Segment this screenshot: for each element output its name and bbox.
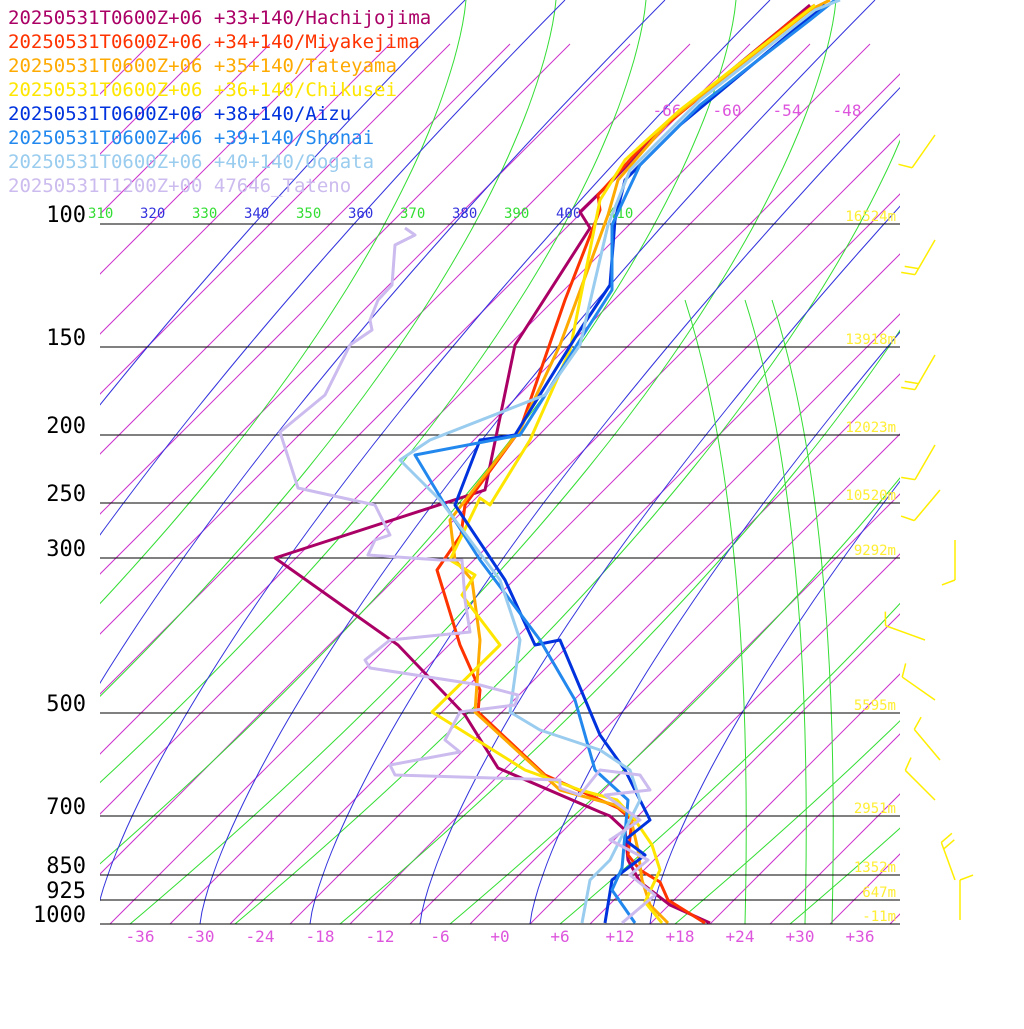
temperature-tick-label: -30 bbox=[186, 927, 215, 946]
isotherm-line bbox=[890, 44, 1024, 924]
height-label: 10520m bbox=[845, 488, 896, 504]
pressure-label: 300 bbox=[46, 537, 86, 562]
temperature-tick-label: +18 bbox=[666, 927, 695, 946]
temperature-tick-label: +6 bbox=[550, 927, 569, 946]
pressure-label: 150 bbox=[46, 326, 86, 351]
height-label: 1352m bbox=[854, 860, 896, 876]
upper-temperature-tick-label: -48 bbox=[833, 101, 862, 120]
wind-barb bbox=[885, 612, 925, 640]
upper-temperature-tick-label: -60 bbox=[713, 101, 742, 120]
height-label: 12023m bbox=[845, 420, 896, 436]
wind-barb bbox=[901, 445, 935, 480]
dry-adiabat-line bbox=[790, 0, 1024, 924]
theta-label: 390 bbox=[504, 206, 529, 222]
wind-barb bbox=[941, 833, 955, 880]
temperature-tick-label: -18 bbox=[306, 927, 335, 946]
isotherm-line bbox=[1010, 44, 1024, 924]
legend-entry: 20250531T0600Z+06 +35+140/Tateyama bbox=[8, 55, 397, 77]
theta-label: 340 bbox=[244, 206, 269, 222]
theta-label: 310 bbox=[88, 206, 113, 222]
dry-adiabat-line bbox=[560, 0, 1024, 924]
height-label: 2951m bbox=[854, 801, 896, 817]
wind-barb bbox=[914, 717, 940, 760]
isotherm-line bbox=[290, 44, 1024, 924]
height-label: 5595m bbox=[854, 698, 896, 714]
moist-adiabat-line bbox=[530, 0, 1024, 924]
sounding-line-7 bbox=[400, 0, 840, 923]
legend-entry: 20250531T0600Z+06 +40+140/Oogata bbox=[8, 151, 374, 173]
wind-barb bbox=[901, 240, 935, 275]
wind-barb bbox=[902, 663, 935, 700]
height-label: -11m bbox=[862, 909, 896, 925]
dry-adiabat-line bbox=[675, 0, 1024, 924]
isotherm-line bbox=[530, 44, 1024, 924]
saturation-line bbox=[772, 300, 833, 924]
wind-barb bbox=[898, 135, 935, 168]
pressure-label: 200 bbox=[46, 414, 86, 439]
isotherm-line bbox=[650, 44, 1024, 924]
legend-entry: 20250531T1200Z+00 47646_Tateno bbox=[8, 175, 351, 197]
legend-entry: 20250531T0600Z+06 +38+140/Aizu bbox=[8, 103, 351, 125]
pressure-label: 1000 bbox=[33, 903, 86, 928]
theta-label: 360 bbox=[348, 206, 373, 222]
temperature-tick-label: +36 bbox=[846, 927, 875, 946]
sounding-line-6 bbox=[415, 0, 835, 923]
isotherm-line bbox=[590, 44, 1024, 924]
temperature-tick-label: +12 bbox=[606, 927, 635, 946]
pressure-label: 250 bbox=[46, 482, 86, 507]
moist-adiabat-line bbox=[650, 0, 1024, 924]
height-label: 16524m bbox=[845, 209, 896, 225]
theta-label: 380 bbox=[452, 206, 477, 222]
upper-temperature-tick-label: -54 bbox=[773, 101, 802, 120]
isotherm-line bbox=[950, 44, 1024, 924]
temperature-tick-label: +24 bbox=[726, 927, 755, 946]
height-label: 13918m bbox=[845, 332, 896, 348]
theta-label: 370 bbox=[400, 206, 425, 222]
legend-entry: 20250531T0600Z+06 +39+140/Shonai bbox=[8, 127, 374, 149]
temperature-tick-label: -24 bbox=[246, 927, 275, 946]
wind-barb bbox=[905, 758, 935, 800]
legend-entry: 20250531T0600Z+06 +36+140/Chikusei bbox=[8, 79, 397, 101]
temperature-tick-label: +30 bbox=[786, 927, 815, 946]
wind-barb bbox=[942, 540, 955, 585]
temperature-tick-label: -12 bbox=[366, 927, 395, 946]
pressure-label: 700 bbox=[46, 795, 86, 820]
saturation-line bbox=[745, 300, 806, 924]
legend-entry: 20250531T0600Z+06 +33+140/Hachijojima bbox=[8, 7, 431, 29]
height-label: 9292m bbox=[854, 543, 896, 559]
height-label: 647m bbox=[862, 885, 896, 901]
wind-barb bbox=[960, 875, 973, 920]
legend-entry: 20250531T0600Z+06 +34+140/Miyakejima bbox=[8, 31, 420, 53]
isotherm-line bbox=[350, 44, 1024, 924]
pressure-label: 100 bbox=[46, 203, 86, 228]
theta-label: 320 bbox=[140, 206, 165, 222]
saturation-line bbox=[685, 300, 746, 924]
sounding-line-3 bbox=[450, 0, 830, 923]
pressure-label: 500 bbox=[46, 692, 86, 717]
pressure-label: 925 bbox=[46, 879, 86, 904]
isotherm-line bbox=[770, 44, 1024, 924]
theta-label: 400 bbox=[556, 206, 581, 222]
wind-barb bbox=[901, 355, 935, 390]
temperature-tick-label: -36 bbox=[126, 927, 155, 946]
theta-label: 350 bbox=[296, 206, 321, 222]
temperature-tick-label: +0 bbox=[490, 927, 509, 946]
pressure-label: 850 bbox=[46, 854, 86, 879]
wind-barb bbox=[901, 490, 940, 521]
isotherm-line bbox=[710, 44, 1024, 924]
temperature-tick-label: -6 bbox=[430, 927, 449, 946]
theta-label: 330 bbox=[192, 206, 217, 222]
